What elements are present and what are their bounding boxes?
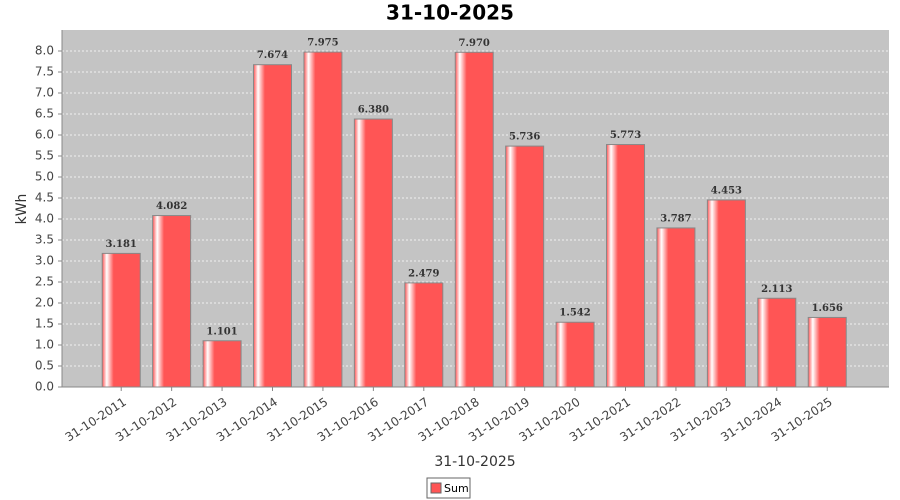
y-tick-label: 4.5 — [35, 191, 54, 205]
value-label: 3.181 — [106, 239, 137, 250]
y-tick-label: 6.0 — [35, 128, 54, 142]
y-tick-label: 5.0 — [35, 170, 54, 184]
y-tick-label: 7.0 — [35, 86, 54, 100]
y-tick-label: 8.0 — [35, 44, 54, 58]
bar — [202, 340, 242, 388]
bar — [101, 252, 141, 388]
value-label: 1.542 — [559, 308, 590, 319]
x-axis-title: 31-10-2025 — [434, 454, 515, 470]
y-axis-title: kWh — [14, 194, 30, 225]
bar — [606, 144, 646, 388]
y-tick-label: 3.5 — [35, 233, 54, 247]
y-tick-label: 1.0 — [35, 338, 54, 352]
value-label: 5.773 — [610, 130, 641, 141]
value-label: 6.380 — [358, 105, 389, 116]
value-label: 7.975 — [307, 38, 338, 49]
y-tick-label: 1.5 — [35, 317, 54, 331]
bar — [152, 215, 192, 388]
bar — [706, 199, 746, 388]
y-tick-label: 7.5 — [35, 65, 54, 79]
y-tick-label: 0.5 — [35, 359, 54, 373]
value-label: 4.453 — [711, 185, 742, 196]
y-tick-label: 0.0 — [35, 380, 54, 394]
bar — [404, 282, 444, 388]
chart-title: 31-10-2025 — [386, 1, 514, 25]
value-label: 1.101 — [206, 326, 237, 337]
bar — [353, 118, 393, 388]
value-label: 5.736 — [509, 132, 540, 143]
legend-label: Sum — [444, 482, 469, 495]
y-tick-label: 2.5 — [35, 275, 54, 289]
bar — [807, 316, 847, 388]
bar — [303, 51, 343, 388]
value-label: 2.113 — [761, 284, 792, 295]
y-tick-label: 3.0 — [35, 254, 54, 268]
value-label: 1.656 — [812, 303, 843, 314]
bar — [253, 64, 293, 388]
y-tick-label: 4.0 — [35, 212, 54, 226]
bar — [505, 145, 545, 388]
bar — [555, 321, 595, 388]
y-tick-label: 6.5 — [35, 107, 54, 121]
value-label: 7.674 — [257, 50, 288, 61]
bar — [757, 297, 797, 388]
y-tick-label: 2.0 — [35, 296, 54, 310]
value-label: 4.082 — [156, 201, 187, 212]
bar — [454, 51, 494, 388]
value-label: 3.787 — [660, 213, 691, 224]
value-label: 2.479 — [408, 268, 439, 279]
y-tick-label: 5.5 — [35, 149, 54, 163]
legend-swatch — [430, 482, 442, 494]
value-label: 7.970 — [459, 38, 490, 49]
bar — [656, 227, 696, 388]
